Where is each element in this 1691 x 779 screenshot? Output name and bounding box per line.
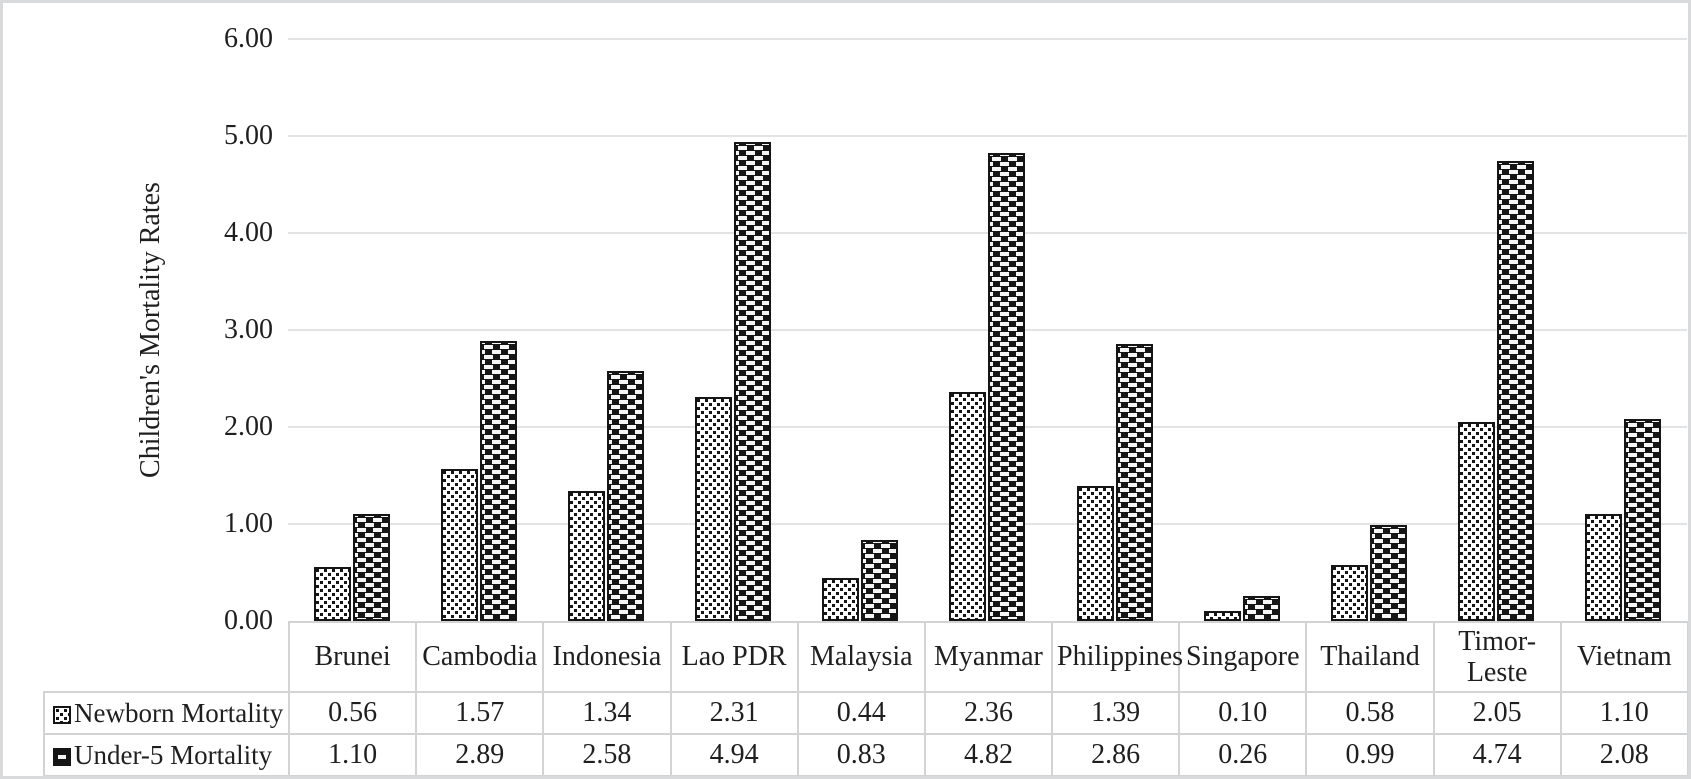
value-cell: 1.39: [1051, 691, 1181, 735]
bar-group-thailand: [1305, 39, 1432, 621]
plot-area: Children's Mortality Rates 0.00 1.00 2.00 3…: [3, 3, 1688, 776]
country-header-cell: Thailand: [1305, 621, 1435, 693]
value-cell: 0.56: [287, 691, 418, 735]
under5-mortality-pattern-icon: [53, 747, 71, 766]
bar-under-5-mortality: [734, 142, 772, 621]
value-cell: 2.86: [1051, 733, 1181, 776]
gridline: [288, 135, 1687, 137]
table-corner-cell: [44, 622, 289, 692]
value-cell: 2.31: [669, 691, 799, 735]
value-cell: 2.89: [415, 733, 545, 776]
bar-group-singapore: [1178, 39, 1305, 621]
value-cell: 2.58: [542, 733, 672, 776]
bar-under-5-mortality: [1497, 161, 1535, 621]
country-header-cell: Indonesia: [542, 621, 672, 693]
bar-group-cambodia: [415, 39, 542, 621]
value-cell: 0.99: [1305, 733, 1435, 776]
bar-group-timor-leste: [1433, 39, 1560, 621]
value-cell: 4.82: [923, 733, 1054, 776]
legend-label: Under-5 Mortality: [74, 739, 273, 770]
bar-under-5-mortality: [352, 514, 390, 621]
country-header-cell: Lao PDR: [669, 621, 799, 693]
value-cell: 0.83: [796, 733, 926, 776]
bar-newborn-mortality: [822, 578, 860, 621]
value-cell: 2.05: [1432, 691, 1562, 735]
bar-newborn-mortality: [695, 397, 733, 621]
table-row-under-5-mortality: Under-5 Mortality 1.10 2.89 2.58 4.94 0.83 4.8…: [43, 733, 1688, 776]
country-header-cell: Singapore: [1178, 621, 1308, 693]
y-tick-label: 3.00: [224, 314, 273, 345]
value-cell: 0.58: [1305, 691, 1435, 735]
y-tick-label: 5.00: [224, 120, 273, 151]
legend-cell: Newborn Mortality: [43, 691, 290, 735]
y-tick-label: 4.00: [224, 217, 273, 248]
bar-group-vietnam: [1560, 39, 1687, 621]
gridline: [288, 523, 1687, 525]
value-cell: 1.57: [415, 691, 545, 735]
bar-newborn-mortality: [1331, 565, 1369, 621]
bar-group-lao-pdr: [670, 39, 797, 621]
bar-newborn-mortality: [1203, 611, 1241, 621]
bar-newborn-mortality: [313, 567, 351, 621]
bar-group-brunei: [288, 39, 415, 621]
bar-newborn-mortality: [1076, 486, 1114, 621]
gridline: [288, 232, 1687, 234]
bar-group-malaysia: [797, 39, 924, 621]
bar-under-5-mortality: [861, 540, 899, 621]
table-row-newborn-mortality: Newborn Mortality 0.56 1.57 1.34 2.31 0.44 2.3…: [43, 691, 1688, 735]
country-header-cell: Timor-Leste: [1432, 621, 1562, 693]
value-cell: 2.36: [923, 691, 1054, 735]
bar-group-myanmar: [924, 39, 1051, 621]
value-cell: 0.10: [1178, 691, 1308, 735]
bar-newborn-mortality: [1458, 422, 1496, 621]
bar-under-5-mortality: [1370, 525, 1408, 621]
y-tick-label: 2.00: [224, 411, 273, 442]
country-header-cell: Myanmar: [923, 621, 1054, 693]
bar-under-5-mortality: [606, 371, 644, 621]
data-table: Brunei Cambodia Indonesia Lao PDR Malaysia My…: [43, 621, 1688, 776]
legend-label: Newborn Mortality: [74, 697, 284, 728]
value-cell: 4.74: [1432, 733, 1562, 776]
bar-under-5-mortality: [1115, 344, 1153, 621]
gridline: [288, 426, 1687, 428]
country-header-cell: Cambodia: [415, 621, 545, 693]
country-header-cell: Malaysia: [796, 621, 926, 693]
country-header-cell: Philippines: [1051, 621, 1183, 693]
newborn-mortality-pattern-icon: [53, 705, 71, 724]
table-header-row: Brunei Cambodia Indonesia Lao PDR Malaysia My…: [44, 621, 1688, 693]
bar-newborn-mortality: [567, 491, 605, 621]
gridline: [288, 329, 1687, 331]
value-cell: 0.44: [796, 691, 926, 735]
bar-under-5-mortality: [1624, 419, 1662, 621]
bar-under-5-mortality: [1242, 596, 1280, 621]
bar-group-philippines: [1051, 39, 1178, 621]
y-tick-label: 0.00: [224, 605, 273, 636]
bar-newborn-mortality: [1585, 514, 1623, 621]
value-cell: 1.10: [287, 733, 418, 776]
country-header-cell: Brunei: [287, 621, 418, 693]
value-cell: 0.26: [1178, 733, 1308, 776]
value-cell: 4.94: [669, 733, 799, 776]
country-header-cell: Vietnam: [1559, 621, 1688, 693]
value-cell: 1.10: [1559, 691, 1688, 735]
y-tick-label: 6.00: [224, 23, 273, 54]
bar-newborn-mortality: [440, 469, 478, 621]
bar-group-indonesia: [542, 39, 669, 621]
bar-under-5-mortality: [988, 153, 1026, 621]
value-cell: 1.34: [542, 691, 672, 735]
bar-under-5-mortality: [479, 341, 517, 621]
bar-newborn-mortality: [949, 392, 987, 621]
legend-cell: Under-5 Mortality: [43, 733, 290, 776]
y-tick-label: 1.00: [224, 508, 273, 539]
gridline: [288, 38, 1687, 40]
value-cell: 2.08: [1559, 733, 1688, 776]
